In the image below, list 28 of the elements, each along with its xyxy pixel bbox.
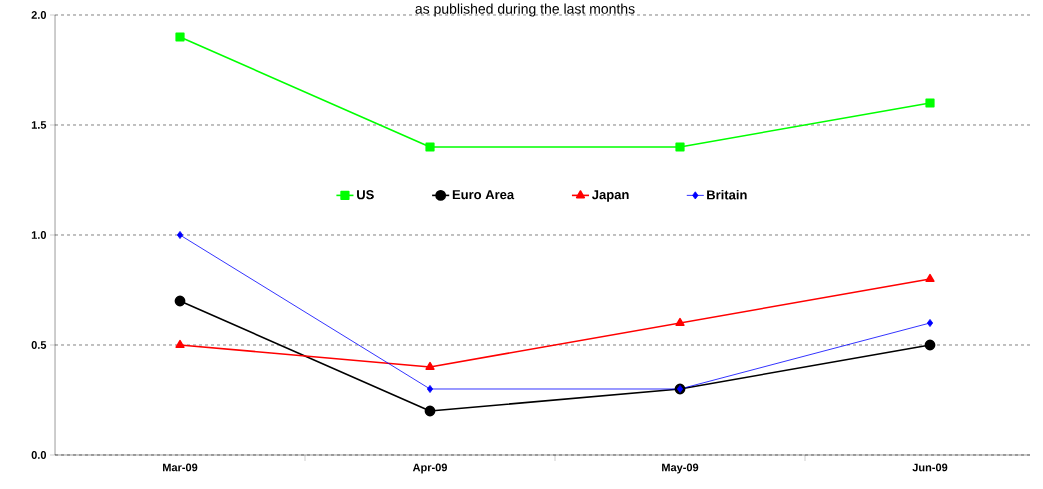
- chart-subtitle: as published during the last months: [415, 3, 635, 17]
- point: [925, 98, 935, 108]
- point: [175, 32, 185, 42]
- point: [424, 405, 436, 417]
- point: [176, 230, 184, 239]
- point: [924, 339, 936, 351]
- point: [925, 273, 935, 282]
- y-tick-label: 1.0: [31, 231, 47, 239]
- x-tick-label: Apr-09: [412, 463, 448, 474]
- x-tick-label: Jun-09: [912, 463, 948, 472]
- legend-label: Britain: [707, 189, 747, 200]
- point: [175, 339, 185, 348]
- x-tick-label: May-09: [662, 463, 699, 474]
- point: [425, 142, 435, 152]
- legend-label: US: [357, 190, 374, 200]
- point: [675, 142, 685, 152]
- point: [675, 317, 685, 326]
- x-tick-label: Mar-09: [163, 463, 198, 472]
- legend-label: Japan: [592, 190, 629, 202]
- point: [425, 361, 435, 370]
- y-tick-label: 2.0: [31, 11, 47, 19]
- y-tick-label: 1.5: [31, 121, 47, 129]
- point: [426, 384, 434, 393]
- point: [926, 318, 934, 327]
- legend-label: Euro Area: [452, 190, 515, 200]
- point: [174, 295, 186, 307]
- y-tick-label: 0.0: [31, 451, 47, 459]
- y-tick-label: 0.5: [31, 341, 47, 349]
